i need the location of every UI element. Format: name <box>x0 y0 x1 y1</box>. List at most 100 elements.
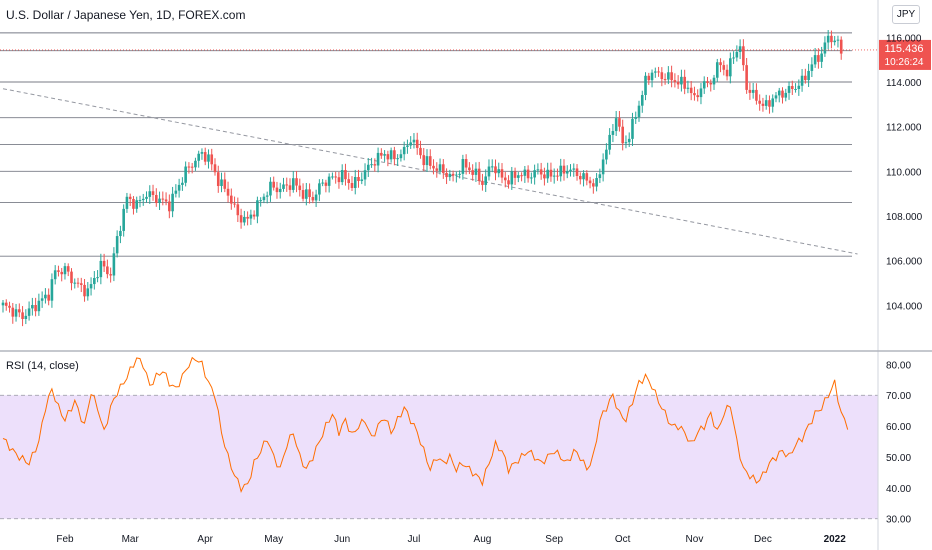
candle <box>21 306 24 327</box>
candle-body <box>89 284 93 289</box>
rsi-pane[interactable] <box>0 356 878 520</box>
trendline <box>2 88 858 255</box>
candle <box>226 181 230 203</box>
candle-body <box>220 179 223 187</box>
candle <box>168 194 171 219</box>
candle-body <box>777 90 781 96</box>
candle-body <box>265 195 269 197</box>
price-tick-label: 104.000 <box>886 301 923 312</box>
candle <box>161 191 165 206</box>
candle-body <box>386 154 390 160</box>
candle <box>252 210 256 220</box>
candle-body <box>523 169 527 176</box>
candle-body <box>543 174 546 179</box>
candle <box>533 164 536 185</box>
candle <box>83 278 86 302</box>
candle <box>148 185 152 204</box>
candle-body <box>223 179 227 189</box>
candle <box>451 170 455 182</box>
candle-body <box>784 92 788 98</box>
candle <box>764 94 768 110</box>
candle-body <box>709 82 713 85</box>
candle-body <box>301 190 305 199</box>
candle-body <box>797 85 801 90</box>
candle <box>771 94 775 113</box>
candle <box>676 75 680 89</box>
candle-body <box>559 165 563 177</box>
candle <box>44 288 47 304</box>
candle-body <box>73 282 77 284</box>
candle-body <box>210 154 214 165</box>
candle-body <box>725 69 729 77</box>
candle-body <box>513 171 517 178</box>
candle <box>376 147 380 173</box>
candle <box>256 196 259 224</box>
candle <box>448 169 452 181</box>
candle-body <box>148 191 152 197</box>
candle-body <box>706 81 709 83</box>
rsi-line <box>2 356 849 493</box>
candle-body <box>291 178 295 190</box>
candle-body <box>624 142 628 144</box>
candle-body <box>722 65 726 70</box>
candle <box>657 66 660 77</box>
candle-body <box>565 171 569 174</box>
candle <box>27 301 31 321</box>
candle-body <box>771 98 775 107</box>
candle <box>340 164 344 186</box>
time-tick-label: Oct <box>615 534 631 545</box>
currency-button[interactable]: JPY <box>892 5 920 24</box>
candle <box>490 159 494 173</box>
candle <box>184 161 187 187</box>
candle <box>8 301 11 313</box>
candle-body <box>738 46 742 52</box>
candle-body <box>213 164 217 173</box>
candle-body <box>435 168 439 171</box>
candle-body <box>109 274 112 276</box>
candle <box>314 189 318 207</box>
candle <box>667 66 670 85</box>
candle-body <box>141 198 145 201</box>
time-tick-label: Jun <box>334 534 350 545</box>
candle <box>200 148 204 160</box>
price-tag <box>879 39 931 70</box>
candle-body <box>340 170 344 183</box>
candle <box>787 81 791 100</box>
candle-body <box>670 72 673 81</box>
rsi-tick-label: 50.00 <box>886 453 911 464</box>
candle-body <box>327 176 331 186</box>
candle <box>536 163 540 175</box>
candle-body <box>507 180 510 185</box>
candle <box>386 150 390 167</box>
candle <box>663 73 667 85</box>
candle-body <box>569 169 572 172</box>
candle <box>513 167 517 185</box>
candle-body <box>18 309 21 313</box>
candle <box>70 268 73 291</box>
candle <box>291 171 295 193</box>
candle <box>810 57 814 78</box>
candle <box>278 182 282 199</box>
candle <box>702 76 706 94</box>
candle <box>63 262 67 280</box>
candle <box>422 148 426 172</box>
price-pane[interactable] <box>0 30 878 327</box>
candle <box>243 210 246 226</box>
candle-body <box>288 185 292 190</box>
candle-body <box>269 181 272 196</box>
candle-body <box>768 100 771 107</box>
candle-body <box>171 193 174 212</box>
candle <box>115 230 119 258</box>
price-tag-value: 115.436 <box>885 43 924 55</box>
candle <box>89 277 93 296</box>
candle <box>826 30 830 50</box>
candle-body <box>350 183 354 188</box>
candle <box>442 159 445 179</box>
candle <box>455 171 458 183</box>
candle <box>373 158 377 172</box>
candle-body <box>164 199 168 202</box>
candle <box>699 83 703 105</box>
candle <box>223 172 227 193</box>
candle-body <box>804 75 807 81</box>
